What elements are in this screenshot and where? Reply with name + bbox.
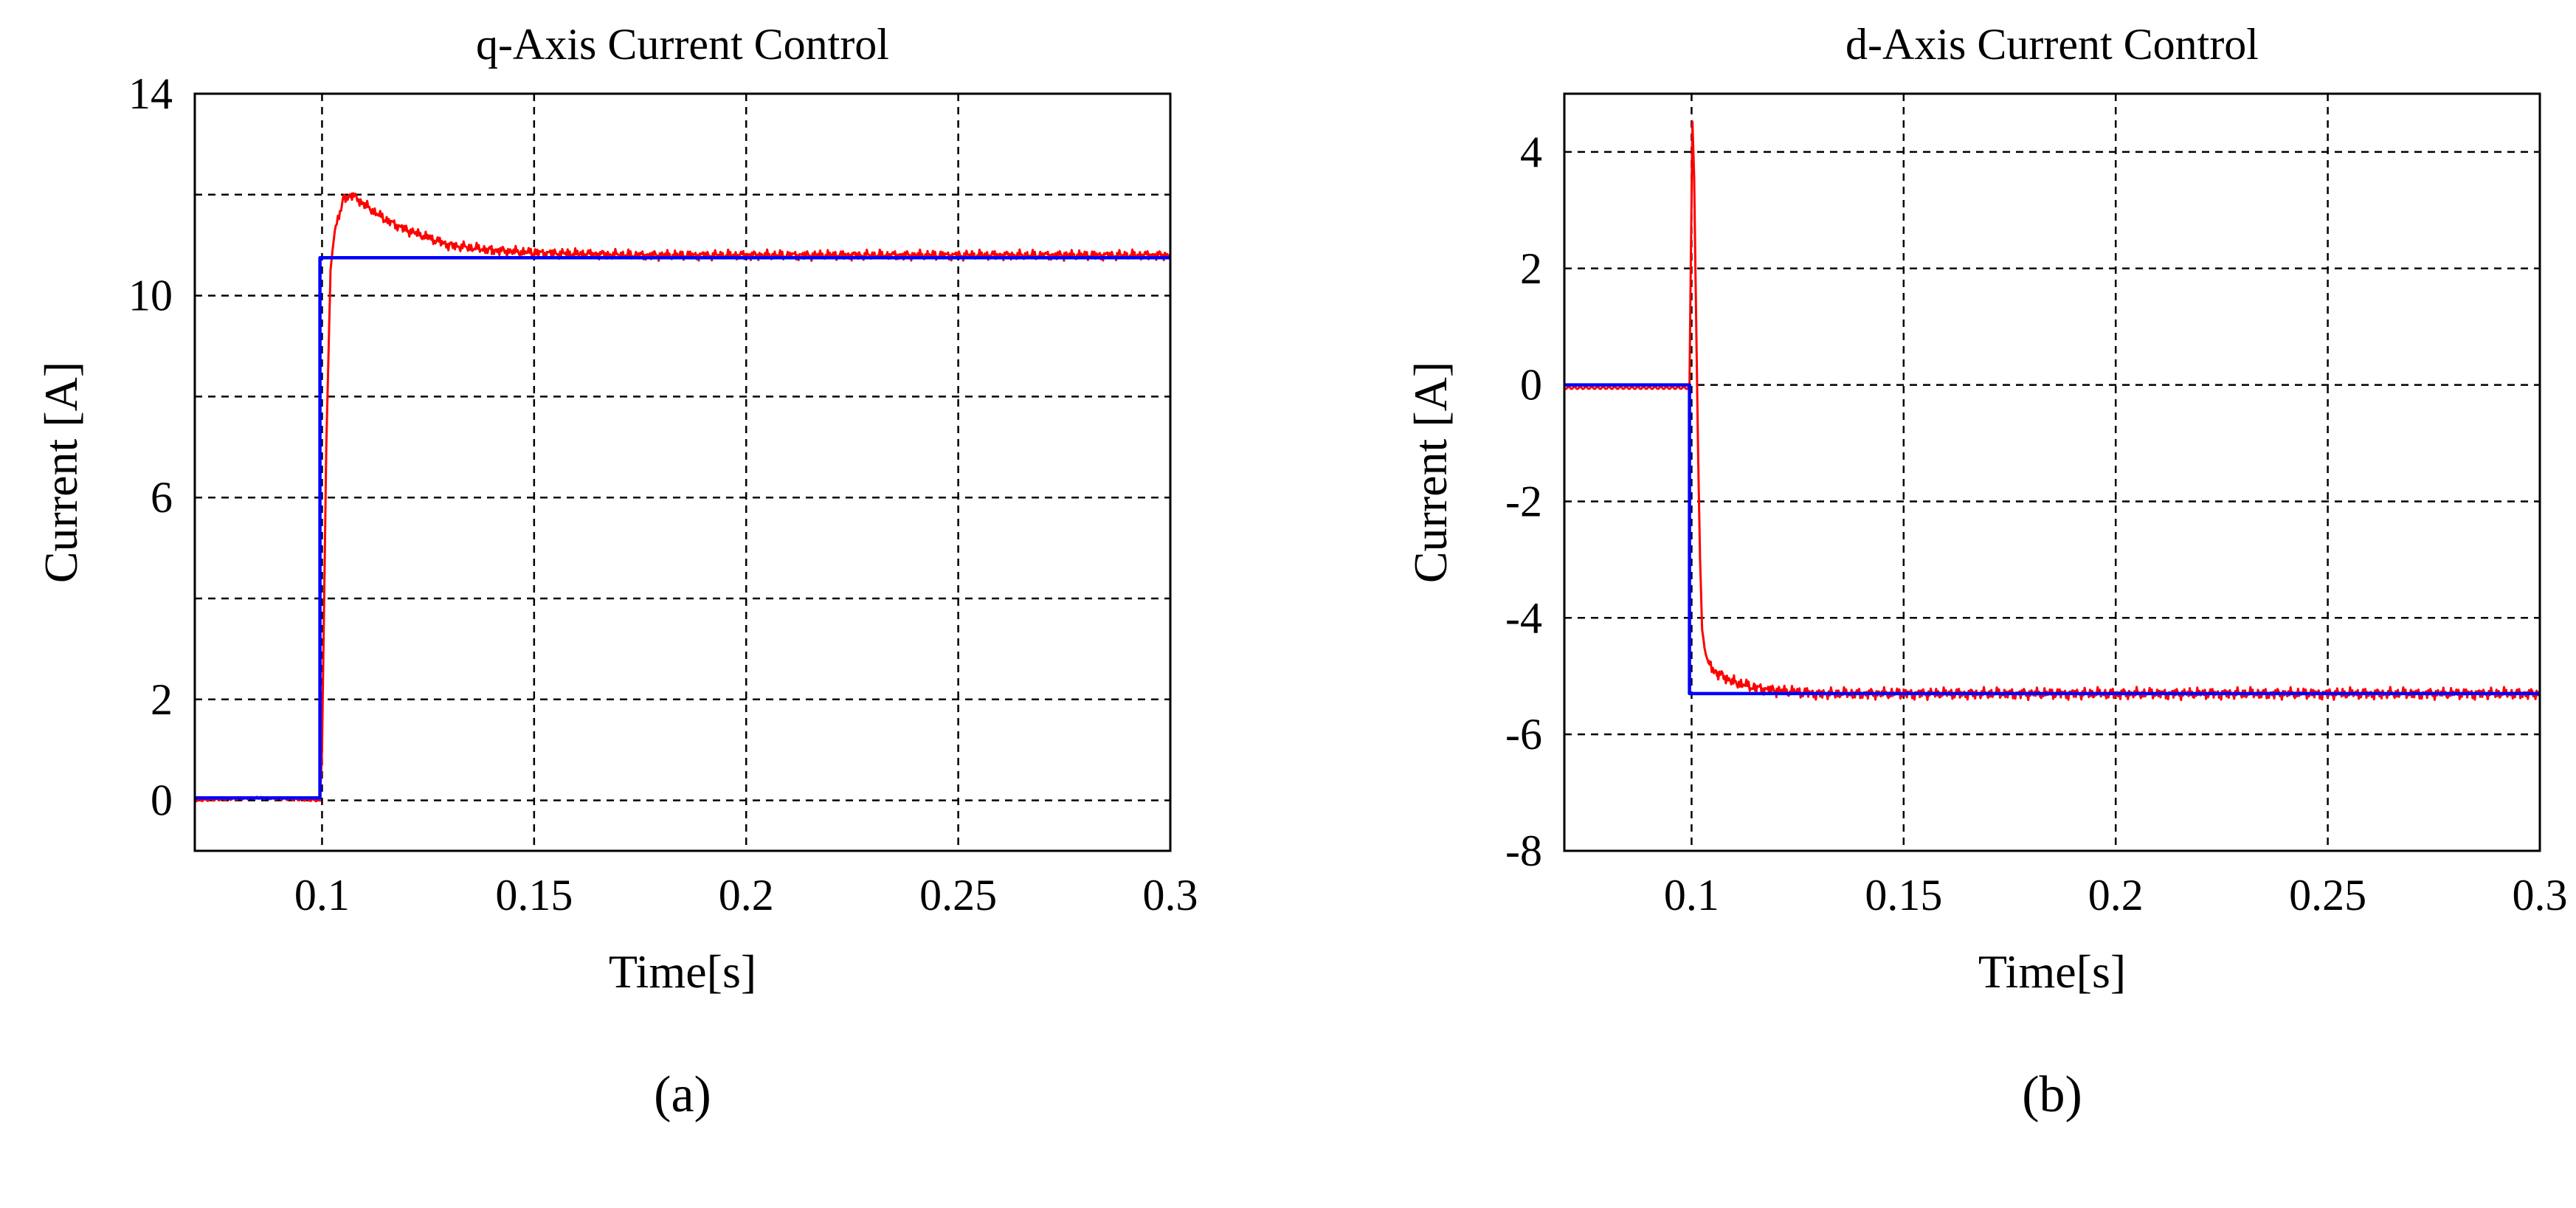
- series-group: [1564, 120, 2540, 702]
- series-reference-line: [1564, 383, 2540, 696]
- y-tick-label: 2: [151, 675, 173, 724]
- x-tick-label: 0.15: [495, 871, 573, 919]
- x-tick-labels: 0.1 0.15 0.2 0.25 0.3: [294, 871, 1198, 919]
- y-axis-label: Current [A]: [35, 362, 87, 583]
- chart-q-axis: q-Axis Current Control 0.1 0.15 0.2 0.25 0.3…: [35, 20, 1198, 1123]
- panel-label: (a): [654, 1066, 711, 1123]
- series-group: [195, 192, 1170, 803]
- x-axis-label: Time[s]: [609, 945, 756, 998]
- x-tick-label: 0.3: [2513, 871, 2568, 919]
- x-tick-label: 0.25: [919, 871, 997, 919]
- x-tick-label: 0.1: [1664, 871, 1719, 919]
- y-tick-label: 0: [1520, 361, 1542, 410]
- x-tick-label: 0.2: [719, 871, 774, 919]
- x-tick-label: 0.15: [1865, 871, 1942, 919]
- y-tick-label: 2: [1520, 244, 1542, 293]
- plot-frame: [193, 92, 1172, 852]
- plot-frame: [1563, 92, 2541, 852]
- y-tick-label: -6: [1505, 710, 1542, 759]
- x-axis-label: Time[s]: [1978, 945, 2126, 998]
- gridlines: [195, 94, 1170, 851]
- chart-d-axis: d-Axis Current Control 0.1 0.15 0.2 0.25 0.3…: [1404, 20, 2568, 1123]
- y-tick-labels: 0 2 6 10 14: [128, 69, 173, 825]
- y-axis-label: Current [A]: [1404, 362, 1457, 583]
- y-tick-label: 0: [151, 776, 173, 825]
- x-tick-label: 0.2: [2088, 871, 2144, 919]
- x-tick-label: 0.3: [1143, 871, 1198, 919]
- panel-label: (b): [2022, 1066, 2082, 1123]
- x-tick-label: 0.25: [2289, 871, 2366, 919]
- y-tick-label: 6: [151, 473, 173, 522]
- gridlines: [1564, 94, 2540, 851]
- series-reference-line: [195, 256, 1170, 800]
- chart-title: d-Axis Current Control: [1845, 20, 2259, 69]
- y-tick-label: -4: [1505, 593, 1542, 642]
- y-tick-label: -2: [1505, 477, 1542, 525]
- y-tick-label: 10: [128, 272, 173, 320]
- x-tick-label: 0.1: [294, 871, 350, 919]
- x-tick-labels: 0.1 0.15 0.2 0.25 0.3: [1664, 871, 2568, 919]
- y-tick-label: 4: [1520, 128, 1542, 176]
- chart-title: q-Axis Current Control: [476, 20, 889, 69]
- series-measured-line: [1564, 120, 2540, 702]
- y-tick-label: -8: [1505, 826, 1542, 875]
- y-tick-label: 14: [128, 69, 173, 118]
- y-tick-labels: -8 -6 -4 -2 0 2 4: [1505, 128, 1542, 875]
